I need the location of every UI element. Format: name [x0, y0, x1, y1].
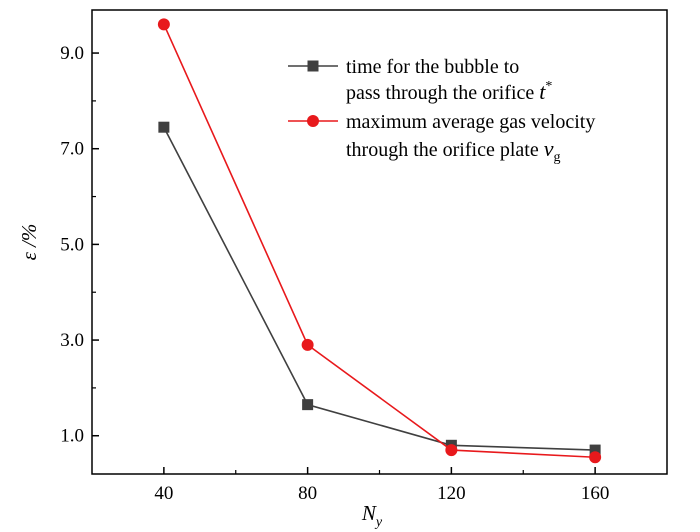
x-axis-label: Ny	[361, 501, 383, 530]
y-axis: 1.0 3.0 5.0 7.0 9.0	[60, 43, 99, 447]
legend-entry-series-2: maximum average gas velocity through the…	[288, 111, 595, 165]
x-tick-label: 160	[581, 483, 610, 504]
legend-series-2-var: v	[544, 136, 554, 161]
x-tick-label: 120	[437, 483, 466, 504]
y-axis-label: ε /%	[17, 224, 41, 261]
y-tick-label: 7.0	[60, 139, 84, 160]
x-axis: 40 80 120 160	[154, 467, 609, 504]
legend-marker-square	[307, 60, 319, 72]
x-tick-label: 40	[154, 483, 173, 504]
legend-marker-circle	[307, 115, 319, 127]
y-tick-label: 5.0	[60, 234, 84, 255]
legend-label-series-1-line1: time for the bubble to	[346, 56, 519, 78]
data-point-circle	[301, 338, 314, 351]
legend-label-series-2-line1: maximum average gas velocity	[346, 111, 595, 133]
data-point-circle	[589, 451, 602, 464]
data-point-square	[158, 121, 170, 133]
y-tick-label: 1.0	[60, 426, 84, 447]
data-point-square	[589, 444, 601, 456]
legend-series-1-sup: *	[545, 79, 552, 94]
legend-label-series-1-line2: pass through the orifice t*	[346, 79, 552, 104]
legend: time for the bubble to pass through the …	[288, 56, 595, 165]
y-tick-label: 9.0	[60, 43, 84, 64]
x-axis-label-subscript: y	[374, 515, 383, 530]
legend-label-series-2-line2: through the orifice plate vg	[346, 136, 560, 165]
legend-entry-series-1: time for the bubble to pass through the …	[288, 56, 552, 104]
x-tick-label: 80	[298, 483, 317, 504]
data-point-circle	[157, 18, 170, 31]
legend-series-2-text: through the orifice plate	[346, 139, 544, 161]
x-axis-label-main: N	[361, 501, 377, 525]
series-layer	[157, 18, 602, 464]
data-point-circle	[445, 444, 458, 457]
series-line-1	[163, 126, 596, 451]
data-point-square	[302, 399, 314, 411]
series-line-2	[163, 24, 596, 459]
legend-series-2-sub: g	[553, 150, 560, 165]
y-tick-label: 3.0	[60, 330, 84, 351]
plot-frame	[91, 9, 668, 475]
legend-series-1-var: t	[539, 79, 546, 104]
legend-series-1-text: pass through the orifice	[346, 82, 539, 104]
